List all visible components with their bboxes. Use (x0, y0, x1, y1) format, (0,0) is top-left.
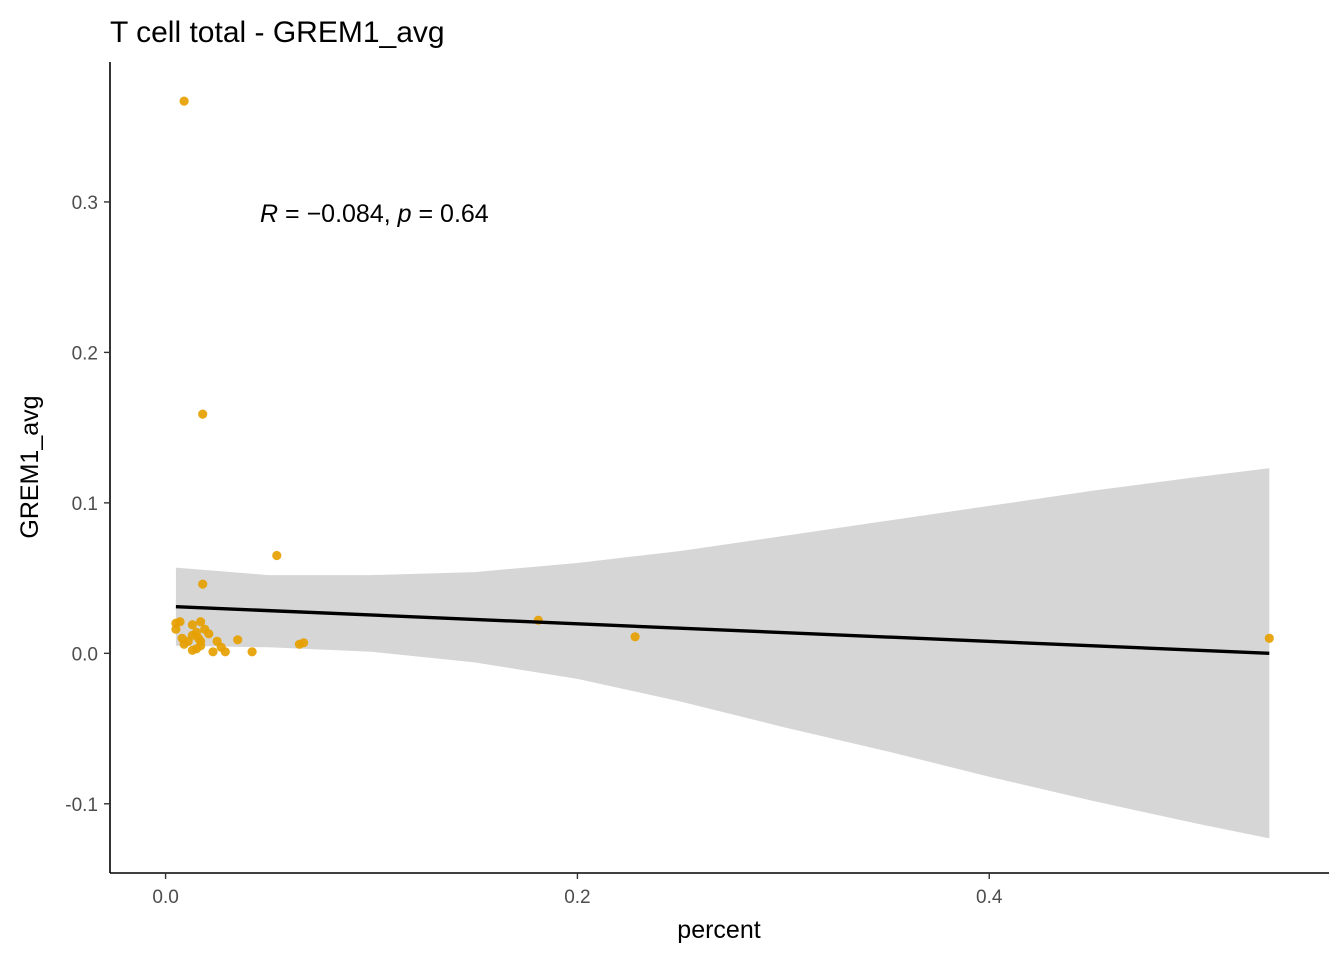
data-points-layer (171, 96, 1274, 657)
p-symbol: p (397, 200, 412, 228)
data-point (272, 550, 282, 561)
x-tick-label: 0.2 (564, 887, 590, 908)
data-point (196, 617, 206, 627)
data-point (233, 635, 243, 645)
annotation-separator: , (384, 200, 398, 228)
y-axis-title: GREM1_avg (16, 395, 44, 538)
data-point (204, 629, 214, 639)
x-tick-label: 0.4 (976, 887, 1003, 908)
r-value: −0.084 (307, 200, 384, 228)
y-tick-label: 0.1 (72, 494, 98, 515)
data-point (1264, 633, 1274, 643)
y-tick-label: 0.0 (72, 644, 98, 665)
confidence-band-layer (175, 468, 1270, 839)
data-point (171, 624, 181, 634)
y-tick-label: 0.2 (72, 343, 98, 364)
y-tick-label: -0.1 (65, 795, 98, 816)
y-axis-ticks: -0.1 0.0 0.1 0.2 0.3 (65, 193, 110, 816)
x-axis-ticks: 0.0 0.2 0.4 (152, 873, 1003, 908)
data-point (247, 647, 257, 657)
data-point (175, 617, 185, 627)
data-point (187, 620, 197, 630)
data-point (198, 579, 208, 589)
data-point (208, 647, 218, 657)
data-point (630, 632, 640, 642)
x-axis-title: percent (677, 916, 760, 944)
r-symbol: R (260, 200, 278, 228)
p-value: 0.64 (440, 200, 489, 228)
data-point (179, 639, 189, 649)
correlation-annotation: R = −0.084, p = 0.64 (260, 200, 489, 228)
regression-line-layer (175, 604, 1270, 656)
y-tick-label: 0.3 (72, 193, 98, 214)
confidence-band (175, 468, 1270, 839)
data-point (220, 647, 230, 657)
regression-line (175, 604, 1270, 656)
data-point (299, 638, 309, 648)
chart-title: T cell total - GREM1_avg (110, 16, 445, 49)
data-point (198, 409, 208, 419)
x-tick-label: 0.0 (152, 887, 178, 908)
p-equals: = (412, 200, 441, 228)
r-equals: = (278, 200, 307, 228)
data-point (179, 96, 189, 106)
data-point (196, 641, 206, 651)
